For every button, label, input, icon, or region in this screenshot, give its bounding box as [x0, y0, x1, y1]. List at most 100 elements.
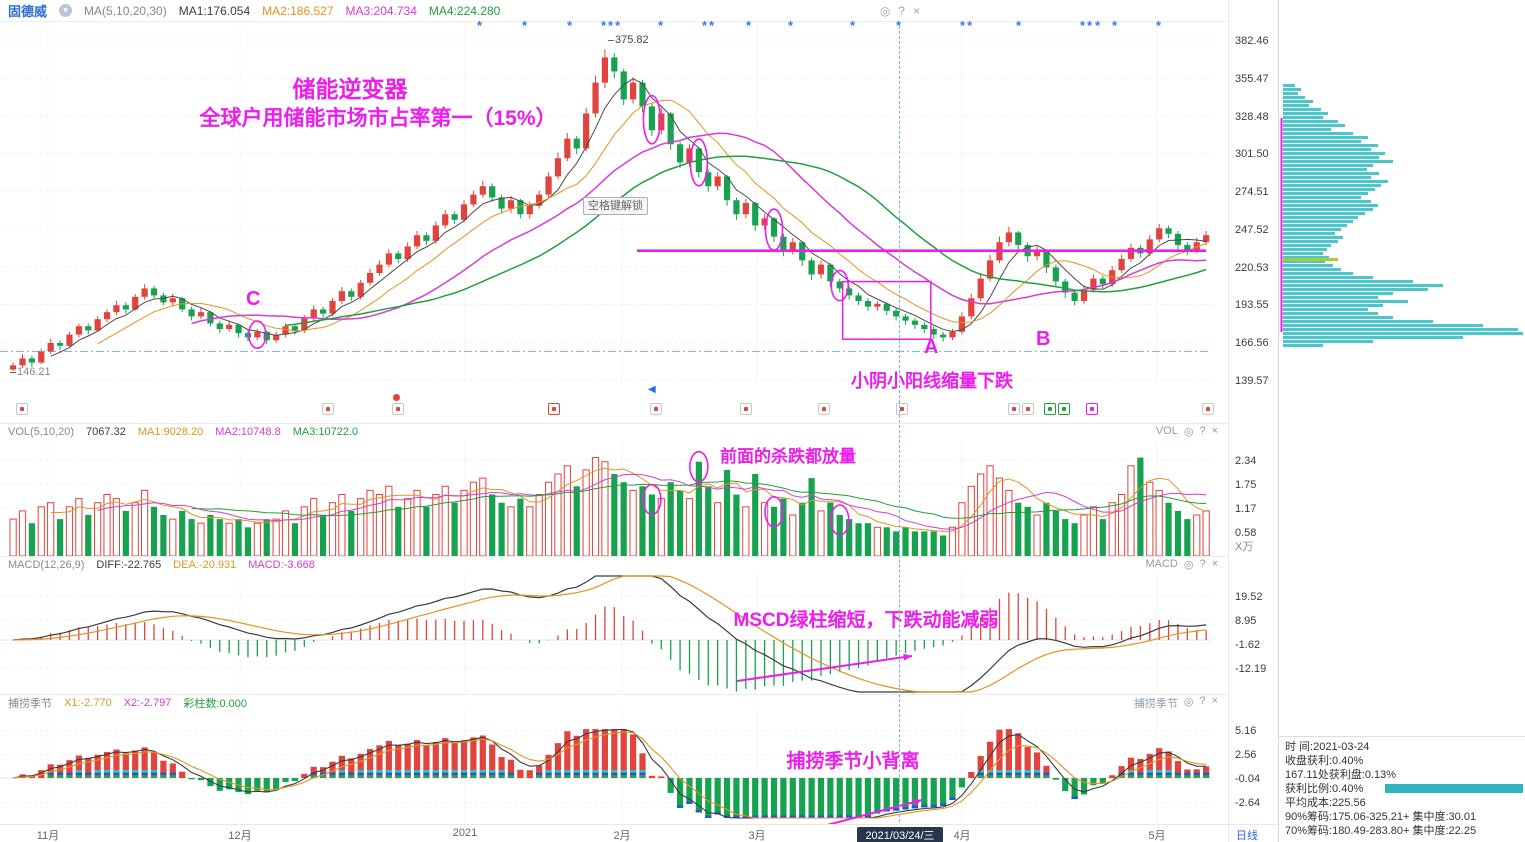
vol-panel-name: VOL	[1155, 425, 1178, 437]
macd-chart[interactable]	[0, 572, 1228, 696]
axis-label: 19.52	[1235, 590, 1263, 603]
event-star-icon[interactable]: *	[967, 18, 973, 33]
spacebar-unlock-tooltip: 空格键解锁	[583, 197, 648, 215]
news-marker-icon[interactable]	[1086, 403, 1098, 415]
event-star-icon[interactable]: *	[658, 18, 664, 33]
axis-label: 355.47	[1235, 72, 1269, 85]
axis-label: 247.52	[1235, 223, 1269, 236]
marker-letter-c: C	[246, 288, 261, 310]
close-icon[interactable]: ×	[912, 3, 920, 18]
news-marker-icon[interactable]	[1044, 403, 1056, 415]
vol-ma3: MA3:10722.0	[292, 425, 359, 438]
x-axis-label: 2021	[452, 827, 478, 839]
news-marker-icon[interactable]	[392, 403, 404, 415]
pin-icon[interactable]	[393, 394, 400, 401]
flag-icon[interactable]: ◀	[648, 384, 656, 395]
chip-info-panel: 时 间:2021-03-24 收盘获利:0.40% 167.11处获利盘:0.1…	[1285, 740, 1523, 838]
vol-ma2: MA2:10748.8	[215, 425, 281, 438]
news-marker-icon[interactable]	[1008, 403, 1020, 415]
gear-icon[interactable]: ◎	[1183, 559, 1194, 571]
help-icon[interactable]: ?	[898, 3, 905, 18]
news-marker-icon[interactable]	[1202, 403, 1214, 415]
info-chip90: 90%筹码:175.06-325.21+ 集中度:30.01	[1285, 811, 1477, 823]
gear-icon[interactable]: ◎	[879, 3, 891, 18]
peak-price-label: 375.82	[608, 34, 649, 46]
close-icon[interactable]: ×	[1211, 425, 1218, 437]
info-time: 时 间:2021-03-24	[1285, 741, 1370, 753]
axis-label: 5.16	[1235, 725, 1257, 738]
event-star-icon[interactable]: *	[1016, 18, 1022, 33]
axis-label: -2.64	[1235, 797, 1261, 810]
annotation-title1: 储能逆变器	[292, 76, 408, 102]
close-icon[interactable]: ×	[1211, 694, 1218, 707]
event-star-icon[interactable]: *	[1112, 18, 1118, 33]
bulao-panel-header: 捕捞季节 X1:-2.770 X2:-2.797 彩柱数:0.000 捕捞季节 …	[0, 694, 1228, 710]
event-star-icon[interactable]: *	[788, 18, 794, 33]
axis-label: 1.17	[1235, 503, 1257, 516]
event-star-icon[interactable]: *	[608, 18, 614, 33]
axis-label: -12.19	[1235, 662, 1267, 675]
news-marker-icon[interactable]	[16, 403, 28, 415]
event-star-icon[interactable]: *	[896, 18, 902, 33]
macd-header-icons: MACD ◎ ? ×	[1145, 558, 1218, 571]
event-star-icon[interactable]: *	[522, 18, 528, 33]
event-star-icon[interactable]: *	[702, 18, 708, 33]
bulao-cz: 彩柱数:0.000	[183, 697, 247, 710]
event-star-icon[interactable]: *	[1087, 18, 1093, 33]
news-marker-icon[interactable]	[896, 403, 908, 415]
info-price-profit: 167.11处获利盘:0.13%	[1285, 769, 1397, 781]
ma-params-label: MA(5,10,20,30)	[84, 3, 167, 18]
marker-letter-b: B	[1036, 328, 1051, 350]
main-price-chart[interactable]	[0, 22, 1228, 426]
axis-label: -1.62	[1235, 638, 1261, 651]
event-star-icon[interactable]: *	[1080, 18, 1086, 33]
x-axis-date-highlight: 2021/03/24/三	[857, 827, 943, 842]
macd-diff: DIFF:-22.765	[96, 558, 162, 571]
event-star-icon[interactable]: *	[1156, 18, 1162, 33]
gear-icon[interactable]: ◎	[1183, 695, 1194, 708]
news-marker-icon[interactable]	[740, 403, 752, 415]
news-marker-icon[interactable]	[1058, 403, 1070, 415]
volume-chart[interactable]	[0, 440, 1228, 556]
bulao-label: 捕捞季节	[8, 697, 52, 710]
annotation-title2: 全球户用储能市场市占率第一（15%）	[199, 107, 557, 130]
event-star-icon[interactable]: *	[960, 18, 966, 33]
stock-name[interactable]: 固德威	[8, 4, 48, 19]
axis-label: 301.50	[1235, 148, 1269, 161]
toolbar: 固德威 ▾ MA(5,10,20,30) MA1:176.054 MA2:186…	[0, 0, 1228, 22]
news-marker-icon[interactable]	[322, 403, 334, 415]
news-marker-icon[interactable]	[1022, 403, 1034, 415]
chevron-down-icon[interactable]: ▾	[59, 4, 73, 17]
event-star-icon[interactable]: *	[1095, 18, 1101, 33]
annotation-macd-shrink: MSCD绿柱缩短，下跌动能减弱	[733, 610, 999, 631]
gear-icon[interactable]: ◎	[1183, 426, 1194, 438]
event-star-icon[interactable]: *	[615, 18, 621, 33]
ma2-value: MA2:186.527	[262, 3, 334, 18]
right-axis-column: 382.46 355.47 328.48 301.50 274.51 247.52 220.…	[1228, 0, 1279, 842]
help-icon[interactable]: ?	[1199, 425, 1206, 437]
bulao-season-chart[interactable]	[0, 710, 1228, 824]
event-star-icon[interactable]: *	[567, 18, 573, 33]
axis-label: 2.34	[1235, 455, 1257, 468]
event-star-icon[interactable]: *	[746, 18, 752, 33]
axis-label: 0.58	[1235, 527, 1257, 540]
news-marker-icon[interactable]	[818, 403, 830, 415]
chip-distribution-sidebar: 时 间:2021-03-24 收盘获利:0.40% 167.11处获利盘:0.1…	[1278, 0, 1525, 842]
x-axis-label: 3月	[748, 830, 766, 842]
event-star-icon[interactable]: *	[601, 18, 607, 33]
info-chip70: 70%筹码:180.49-283.80+ 集中度:22.25	[1285, 825, 1477, 837]
help-icon[interactable]: ?	[1199, 694, 1206, 707]
volume-profile-chart[interactable]	[1279, 0, 1524, 736]
event-star-icon[interactable]: *	[850, 18, 856, 33]
help-icon[interactable]: ?	[1199, 558, 1206, 570]
close-icon[interactable]: ×	[1211, 558, 1218, 570]
news-marker-icon[interactable]	[548, 403, 560, 415]
axis-label: X万	[1235, 541, 1254, 553]
event-star-icon[interactable]: *	[709, 18, 715, 33]
news-marker-icon[interactable]	[650, 403, 662, 415]
info-close-profit: 收盘获利:0.40%	[1285, 755, 1364, 767]
vol-value: 7067.32	[86, 425, 126, 438]
event-star-icon[interactable]: *	[477, 18, 483, 33]
period-label[interactable]: 日线	[1236, 830, 1258, 842]
axis-label: 220.53	[1235, 261, 1269, 274]
